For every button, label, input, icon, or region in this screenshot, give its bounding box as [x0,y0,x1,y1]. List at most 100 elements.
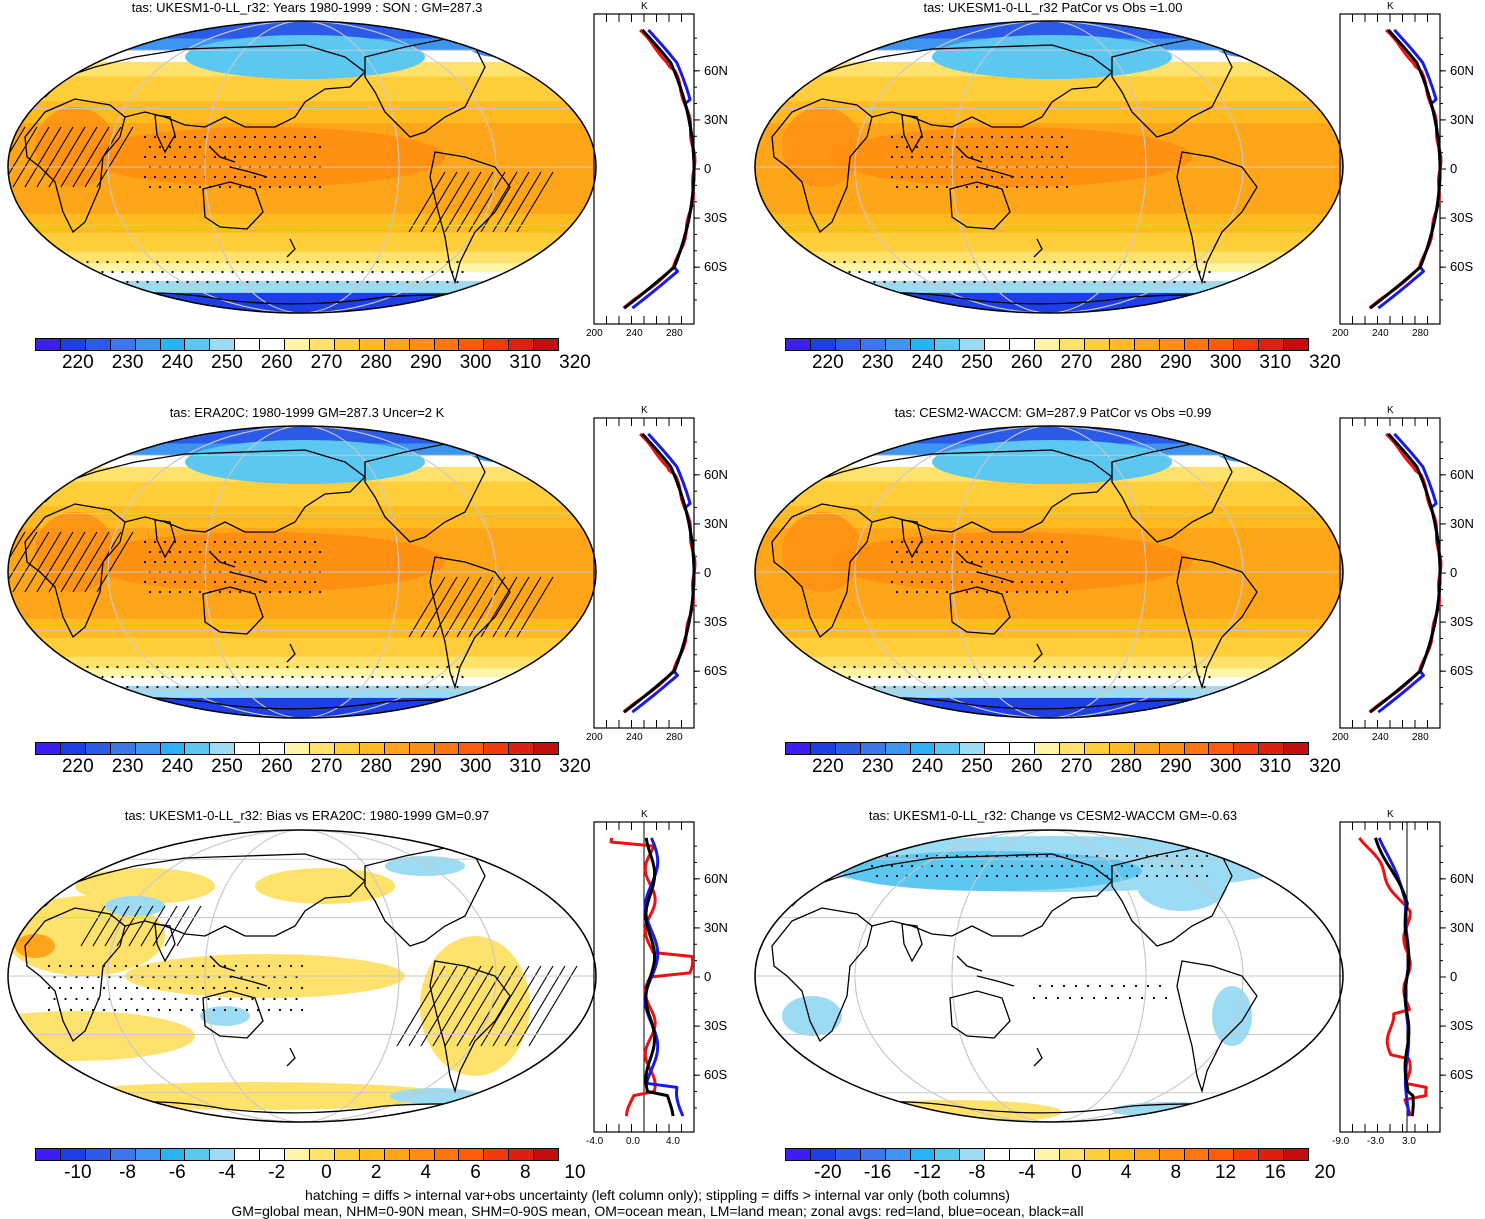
colorbar-swatch [1134,339,1160,350]
zonal-profile-era20c: K 60N 30N 0 30S 60S 200 240 280 [586,405,728,750]
colorbar-swatch [1184,339,1210,350]
colorbar-tick-label: 240 [911,352,944,373]
zonal-profile-model-patcor: K 60N 30N 0 30S 60S 200 240 280 [1332,1,1474,346]
profile-xtick-label: 280 [666,328,683,339]
colorbar-tick-label: 4 [1120,1162,1132,1183]
colorbar-swatch [434,743,460,754]
map-model-patcor [752,17,1346,317]
colorbar-tick-label: 230 [861,352,894,373]
footer-note-legend: GM=global mean, NHM=0-90N mean, SHM=0-90… [231,1203,1084,1219]
colorbar-change [785,1148,1309,1161]
colorbar-swatch [484,743,510,754]
colorbar-tick-label: 250 [211,756,243,777]
colorbar-swatch [484,1149,510,1160]
colorbar-swatch [1109,743,1135,754]
panel-title-change: tas: UKESM1-0-LL_r32: Change vs CESM2-WA… [868,808,1238,823]
colorbar-model-patcor [785,338,1309,351]
colorbar-tick-label: 230 [861,756,894,777]
map-era20c [5,422,599,722]
colorbar-swatch [910,1149,936,1160]
colorbar-labels-change: -20 -16 -12 -8 -4 0 4 8 12 16 20 [785,1162,1335,1184]
colorbar-tick-label: 280 [360,756,392,777]
colorbar-swatch [1259,339,1285,350]
colorbar-swatch [260,1149,286,1160]
colorbar-swatch [85,743,111,754]
colorbar-tick-label: 260 [1010,756,1043,777]
latitude-label: 0 [704,565,712,580]
profile-xtick-label: 200 [1332,328,1349,339]
colorbar-swatch [835,339,861,350]
colorbar-tick-label: 300 [1209,756,1242,777]
colorbar-swatch [235,1149,261,1160]
colorbar-tick-label: 220 [61,352,94,373]
colorbar-tick-label: 290 [1159,756,1192,777]
colorbar-swatch [1234,743,1260,754]
colorbar-tick-label: 12 [1214,1162,1237,1183]
colorbar-swatch [1035,1149,1060,1160]
colorbar-tick-label: 290 [1159,352,1192,373]
colorbar-swatch [985,1149,1011,1160]
colorbar-swatch [459,1149,485,1160]
colorbar-swatch [960,743,986,754]
colorbar-swatch [135,1149,161,1160]
colorbar-swatch [1259,743,1285,754]
colorbar-swatch [36,743,61,754]
colorbar-swatch [810,743,836,754]
colorbar-swatch [60,743,86,754]
colorbar-swatch [786,743,811,754]
profile-xtick-label: 200 [586,328,603,339]
colorbar-swatch [960,339,986,350]
colorbar-swatch [309,743,335,754]
colorbar-swatch [359,1149,385,1160]
colorbar-swatch [960,1149,986,1160]
colorbar-swatch [409,339,435,350]
colorbar-tick-label: 8 [519,1162,531,1183]
profile-unit-label: K [641,809,648,820]
colorbar-tick-label: 220 [811,352,844,373]
profile-xtick-label: 240 [1372,328,1389,339]
profile-xtick-label: 3.0 [1402,1136,1416,1147]
profile-xtick-label: 0.0 [626,1136,640,1147]
colorbar-swatch [36,1149,61,1160]
colorbar-swatch [110,743,136,754]
colorbar-tick-label: 240 [161,352,194,373]
colorbar-swatch [309,1149,335,1160]
zonal-profile-cesm2: K 60N 30N 0 30S 60S 200 240 280 [1332,405,1474,750]
colorbar-swatch [1284,1149,1309,1160]
profile-xtick-label: 200 [586,732,603,743]
colorbar-swatch [1184,1149,1210,1160]
latitude-label: 60N [1450,62,1474,78]
colorbar-tick-label: 320 [1309,756,1341,777]
colorbar-tick-label: 320 [559,352,591,373]
colorbar-tick-label: 230 [111,352,144,373]
colorbar-swatch [359,743,385,754]
colorbar-swatch [1234,339,1260,350]
colorbar-tick-label: -2 [268,1162,286,1183]
colorbar-tick-label: 250 [961,352,993,373]
colorbar-swatch [210,743,236,754]
colorbar-tick-label: 280 [360,352,392,373]
colorbar-tick-label: 0 [321,1162,332,1183]
colorbar-swatch [985,743,1011,754]
latitude-label: 30N [1450,111,1474,127]
colorbar-tick-label: 250 [211,352,243,373]
colorbar-tick-label: 300 [1209,352,1242,373]
colorbar-tick-label: -8 [119,1162,137,1183]
colorbar-swatch [534,1149,559,1160]
colorbar-swatch [459,743,485,754]
latitude-label: 30N [704,515,728,531]
colorbar-swatch [210,339,236,350]
colorbar-swatch [1109,339,1135,350]
colorbar-tick-label: 310 [509,352,542,373]
colorbar-tick-label: 320 [1309,352,1341,373]
latitude-label: 30N [1450,919,1474,935]
colorbar-swatch [1084,1149,1110,1160]
colorbar-tick-label: 8 [1170,1162,1182,1183]
colorbar-swatch [1159,339,1185,350]
colorbar-swatch [910,339,936,350]
footer-note-hatching: hatching = diffs > internal var+obs unce… [305,1187,1010,1203]
colorbar-swatch [1184,743,1210,754]
colorbar-tick-label: 310 [509,756,542,777]
colorbar-swatch [110,339,136,350]
latitude-label: 30S [1450,210,1474,226]
